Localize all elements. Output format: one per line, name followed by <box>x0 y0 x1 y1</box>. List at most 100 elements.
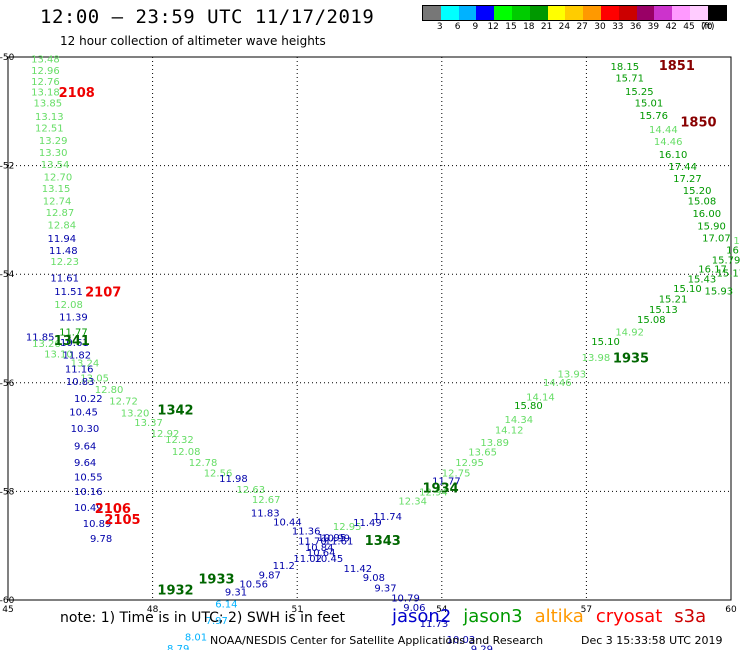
swh-value-label: 12.87 <box>46 208 75 219</box>
swh-value-label: 12.56 <box>204 469 233 480</box>
lat-tick-label: -56 <box>0 379 15 389</box>
swh-value-label: 13.13 <box>35 112 64 123</box>
swh-value-label: 10.64 <box>307 548 336 559</box>
swh-value-label: 15.80 <box>514 401 543 412</box>
lat-tick-label: -58 <box>0 487 15 497</box>
footer-note: note: 1) Time is in UTC; 2) SWH is in fe… <box>60 610 346 626</box>
colorbar-cell <box>707 6 726 20</box>
swh-value-label: 11.16 <box>65 364 94 375</box>
colorbar-tick: 45 <box>683 22 695 32</box>
lat-tick-label: -50 <box>0 53 15 63</box>
swh-value-label: 13.85 <box>34 98 63 109</box>
swh-value-label: 13.89 <box>480 438 509 449</box>
swh-value-label: 11.42 <box>343 564 372 575</box>
swh-value-label: 14.14 <box>526 393 555 404</box>
lat-tick-label: -52 <box>0 162 14 172</box>
colorbar-tick: 18 <box>523 22 535 32</box>
swh-value-label: 15.21 <box>659 294 688 305</box>
pass-time-label: 2106 <box>95 502 131 517</box>
swh-value-label: 14.46 <box>543 378 572 389</box>
colorbar-cell <box>583 6 601 20</box>
legend-jason3: jason3 <box>463 606 523 627</box>
swh-value-label: 9.87 <box>259 570 281 581</box>
swh-value-label: 13.98 <box>582 353 611 364</box>
pass-time-label: 1343 <box>365 534 401 549</box>
swh-value-label: 11.98 <box>219 474 248 485</box>
pass-time-label: 2107 <box>85 285 121 300</box>
colorbar-tick: 27 <box>576 22 588 32</box>
colorbar-tick: 15 <box>505 22 517 32</box>
swh-value-label: 12.84 <box>48 221 77 232</box>
swh-value-label: 12.23 <box>50 257 79 268</box>
swh-value-label: 12.51 <box>35 123 64 134</box>
page-subtitle: 12 hour collection of altimeter wave hei… <box>60 34 326 48</box>
swh-value-label: 8.01 <box>185 633 207 644</box>
swh-value-label: 11.39 <box>59 312 88 323</box>
pass-time-label: 1934 <box>423 481 459 496</box>
swh-value-label: 10.79 <box>391 594 420 605</box>
swh-value-label: 13.54 <box>41 160 70 171</box>
lon-tick-label: 57 <box>581 605 592 615</box>
colorbar-cell <box>636 6 655 20</box>
swh-value-label: 9.64 <box>74 458 96 469</box>
swh-value-label: 12.80 <box>95 385 124 396</box>
swh-value-label: 12.34 <box>398 496 427 507</box>
colorbar-cell <box>529 6 548 20</box>
swh-value-label: 12.95 <box>455 458 484 469</box>
pass-time-label: 1935 <box>613 352 649 367</box>
colorbar-tick: 3 <box>436 22 443 32</box>
lat-tick-label: -54 <box>0 270 15 280</box>
swh-value-label: 11.82 <box>62 350 91 361</box>
colorbar-tick: 39 <box>647 22 660 32</box>
swh-value-label: 15.90 <box>697 222 726 233</box>
swh-value-label: 9.31 <box>225 588 247 599</box>
swh-value-label: 16.00 <box>692 209 721 220</box>
swh-value-label: 13.26 <box>32 339 61 350</box>
swh-value-label: 14.46 <box>654 137 683 148</box>
swh-value-label: 14.12 <box>495 425 524 436</box>
swh-value-label: 9.06 <box>403 603 425 614</box>
swh-value-label: 9.37 <box>374 583 396 594</box>
swh-value-label: 13.10 <box>44 349 73 360</box>
swh-value-label: 6.14 <box>215 600 237 611</box>
swh-value-label: 13.37 <box>134 418 163 429</box>
swh-value-label: 17.27 <box>673 174 702 185</box>
swh-value-label: 13.29 <box>39 136 68 147</box>
swh-value-label: 17.44 <box>668 162 697 173</box>
swh-value-label: 16.10 <box>659 150 688 161</box>
colorbar-cell <box>618 6 637 20</box>
swh-value-label: 12.32 <box>165 435 194 446</box>
swh-value-label: 16.17 <box>698 265 727 276</box>
swh-value-label: 11.94 <box>48 234 77 245</box>
swh-value-label: 10.03 <box>447 635 476 646</box>
swh-value-label: 15.13 <box>649 305 678 316</box>
pass-time-label: 1342 <box>157 403 193 418</box>
swh-value-label: 15.01 <box>635 98 664 109</box>
colorbar-tick: 33 <box>612 22 624 32</box>
swh-value-label: 15.25 <box>625 87 654 98</box>
lon-tick-label: 54 <box>436 605 448 615</box>
swh-value-label: 12.76 <box>31 77 60 88</box>
swh-value-label: 11.02 <box>293 554 322 565</box>
swh-value-label: 9.78 <box>90 534 112 545</box>
swh-value-label: 11.74 <box>373 512 402 523</box>
swh-value-label: 10.56 <box>239 580 268 591</box>
pass-time-label: 2105 <box>104 513 140 528</box>
colorbar-unit: (ft) <box>701 22 715 32</box>
swh-value-label: 15.71 <box>615 73 644 84</box>
swh-value-label: 12.74 <box>43 197 72 208</box>
colorbar <box>422 5 727 21</box>
colorbar-cell <box>423 6 441 20</box>
swh-value-label: 18.15 <box>611 62 640 73</box>
swh-value-label: 11.77 <box>59 328 88 339</box>
swh-value-label: 11.73 <box>420 619 449 630</box>
swh-value-label: 11.61 <box>325 537 354 548</box>
swh-value-label: 10.99 <box>321 533 350 544</box>
colorbar-ticks: 3 6 9 12 15 18 21 24 27 30 33 36 39 42 45 70 <box>422 22 727 34</box>
swh-value-label: 15.10 <box>673 284 702 295</box>
swh-value-label: 12.63 <box>236 485 265 496</box>
satellite-legend: jason2 jason3 altika cryosat s3a <box>392 606 706 627</box>
colorbar-tick: 6 <box>454 22 461 32</box>
legend-s3a: s3a <box>674 606 707 627</box>
